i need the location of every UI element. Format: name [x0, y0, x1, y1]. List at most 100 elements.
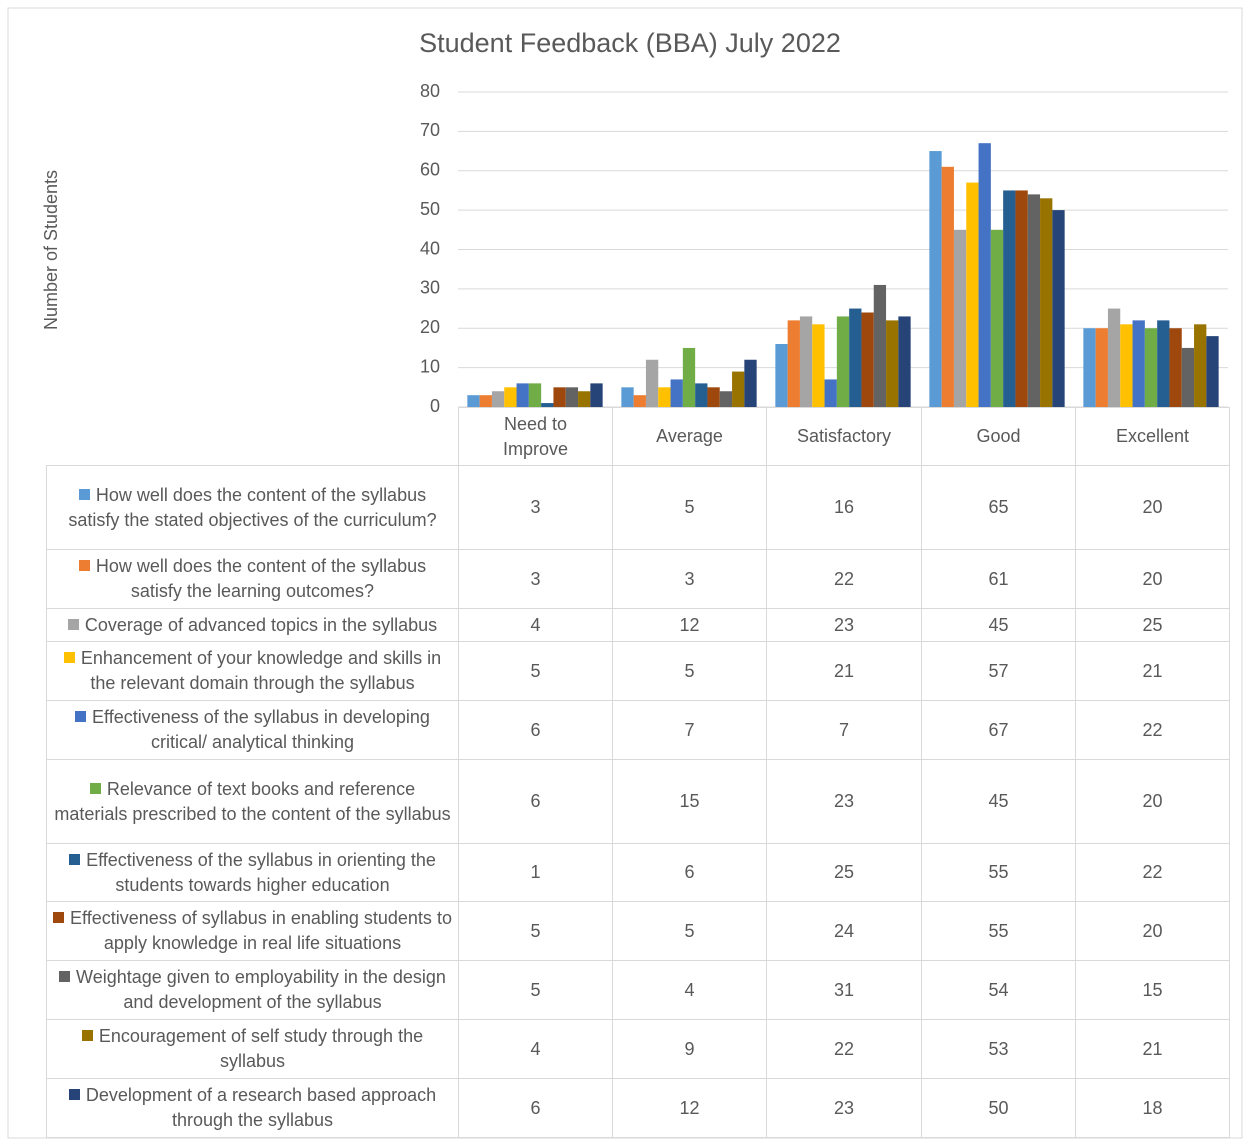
- category-label: Need to Improve: [458, 407, 613, 466]
- legend-cell: How well does the content of the syllabu…: [46, 465, 459, 550]
- value-cell: 21: [765, 641, 923, 701]
- y-tick-label: 10: [420, 356, 440, 376]
- bar: [1052, 210, 1065, 407]
- bar: [719, 391, 733, 407]
- table-row: Relevance of text books and reference ma…: [46, 759, 1231, 844]
- bar: [898, 316, 911, 407]
- legend-label: How well does the content of the syllabu…: [95, 556, 427, 601]
- value-cell: 4: [612, 960, 767, 1020]
- bar: [886, 320, 899, 407]
- value-cell: 6: [612, 843, 767, 902]
- value-cell: 31: [765, 960, 923, 1020]
- value-cell: 5: [458, 641, 613, 701]
- legend-label: Coverage of advanced topics in the sylla…: [84, 614, 438, 635]
- value-cell: 3: [458, 549, 613, 609]
- value-cell: 22: [765, 549, 923, 609]
- value-cell: 6: [458, 759, 613, 844]
- y-tick-label: 50: [420, 199, 440, 219]
- bar: [695, 383, 708, 407]
- value-cell: 23: [765, 759, 923, 844]
- bar: [1194, 324, 1207, 407]
- bar: [1095, 328, 1108, 407]
- bar: [1132, 320, 1145, 407]
- legend-key: [68, 1089, 80, 1100]
- bar: [787, 320, 800, 407]
- table-row: Effectiveness of the syllabus in orienti…: [46, 843, 1231, 902]
- value-cell: 5: [458, 901, 613, 961]
- value-cell: 3: [612, 549, 767, 609]
- legend-key: [78, 560, 90, 571]
- value-cell: 22: [1075, 700, 1231, 760]
- bar: [1181, 347, 1195, 407]
- category-label: Average: [612, 407, 767, 466]
- value-cell: 6: [458, 700, 613, 760]
- value-cell: 4: [458, 1019, 613, 1079]
- value-cell: 15: [612, 759, 767, 844]
- value-cell: 61: [921, 549, 1077, 609]
- y-axis-title: Number of Students: [41, 170, 61, 330]
- bar: [590, 383, 603, 407]
- legend-cell: Coverage of advanced topics in the sylla…: [46, 608, 459, 642]
- value-cell: 54: [921, 960, 1077, 1020]
- bar: [578, 391, 591, 407]
- value-cell: 23: [765, 1078, 923, 1138]
- table-row: Enhancement of your knowledge and skills…: [46, 641, 1231, 701]
- bar: [799, 316, 813, 407]
- value-cell: 20: [1075, 759, 1231, 844]
- legend-key: [53, 912, 65, 923]
- legend-cell: Relevance of text books and reference ma…: [46, 759, 459, 844]
- value-cell: 50: [921, 1078, 1077, 1138]
- bar: [1107, 308, 1121, 407]
- legend-label: Relevance of text books and reference ma…: [54, 778, 451, 824]
- bar: [990, 229, 1004, 407]
- bar: [953, 229, 967, 407]
- bar: [1206, 336, 1219, 407]
- bar: [873, 284, 887, 407]
- bar: [516, 383, 529, 407]
- legend-key: [75, 711, 87, 722]
- value-cell: 15: [1075, 960, 1231, 1020]
- bar: [1157, 320, 1170, 407]
- legend-cell: Effectiveness of syllabus in enabling st…: [46, 901, 459, 961]
- value-cell: 1: [458, 843, 613, 902]
- legend-cell: Weightage given to employability in the …: [46, 960, 459, 1020]
- value-cell: 3: [458, 465, 613, 550]
- bar: [812, 324, 825, 407]
- bar: [929, 151, 942, 407]
- bar: [479, 395, 492, 407]
- legend-label: How well does the content of the syllabu…: [68, 484, 437, 530]
- value-cell: 53: [921, 1019, 1077, 1079]
- value-cell: 5: [458, 960, 613, 1020]
- blank-cell: [47, 408, 459, 466]
- bar: [775, 344, 788, 407]
- table-row: How well does the content of the syllabu…: [46, 549, 1231, 609]
- value-cell: 5: [612, 901, 767, 961]
- value-cell: 6: [458, 1078, 613, 1138]
- bar: [732, 371, 745, 407]
- bar: [941, 166, 954, 407]
- legend-key: [69, 853, 81, 865]
- value-cell: 25: [1075, 608, 1231, 642]
- bar: [966, 182, 979, 407]
- value-cell: 5: [612, 465, 767, 550]
- legend-label: Enhancement of your knowledge and skills…: [80, 648, 442, 693]
- bar: [1144, 328, 1158, 407]
- legend-label: Encouragement of self study through the …: [98, 1026, 424, 1071]
- category-label: Good: [921, 407, 1077, 466]
- bar: [1015, 190, 1028, 407]
- legend-label: Effectiveness of syllabus in enabling st…: [70, 908, 452, 953]
- value-cell: 18: [1075, 1078, 1231, 1138]
- bar: [1120, 324, 1133, 407]
- value-cell: 20: [1075, 901, 1231, 961]
- value-cell: 23: [765, 608, 923, 642]
- legend-cell: Enhancement of your knowledge and skills…: [46, 641, 459, 701]
- value-cell: 21: [1075, 1019, 1231, 1079]
- bar: [541, 403, 554, 407]
- table-row: How well does the content of the syllabu…: [46, 465, 1231, 550]
- bar: [670, 379, 683, 407]
- legend-label: Effectiveness of the syllabus in orienti…: [86, 849, 436, 895]
- bar: [1003, 190, 1016, 407]
- category-label: Satisfactory: [765, 407, 923, 466]
- legend-label: Effectiveness of the syllabus in develop…: [92, 707, 430, 752]
- bar: [978, 143, 991, 407]
